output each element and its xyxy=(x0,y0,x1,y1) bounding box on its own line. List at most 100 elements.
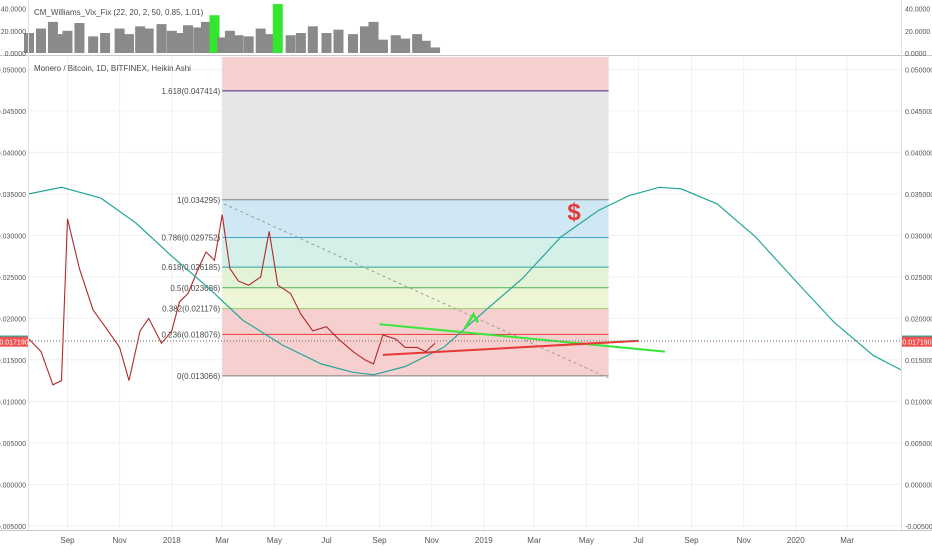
y-tick-label-left: 0.045000 xyxy=(0,109,26,116)
vix-fix-bar xyxy=(272,4,283,54)
vix-fix-bar xyxy=(412,34,423,53)
green-trendline-line xyxy=(379,323,666,353)
x-tick-label: Mar xyxy=(840,536,854,545)
price-label-box-left xyxy=(0,336,28,347)
fib-level-label: 0(0.013066) xyxy=(177,372,220,381)
price-label-left: 0.017190 xyxy=(0,340,29,347)
indicator-tick-right: 0.0000 xyxy=(905,51,927,58)
x-tick-label: Mar xyxy=(215,536,229,545)
vix-fix-bar xyxy=(390,35,401,53)
vix-fix-bar xyxy=(368,21,379,53)
vix-fix-bar xyxy=(295,33,306,53)
x-tick-label: Jul xyxy=(633,536,643,545)
x-tick-label: Nov xyxy=(112,536,126,545)
vix-fix-bar xyxy=(35,28,46,53)
vix-fix-bar xyxy=(156,24,167,53)
fib-level-label: 0.618(0.026185) xyxy=(161,263,220,272)
x-tick-label: Sep xyxy=(372,536,387,545)
indicator-tick-right: 40.0000 xyxy=(905,7,930,14)
indicator-tick-right: 20.0000 xyxy=(905,29,930,36)
y-tick-label-right: 0.045000 xyxy=(905,109,932,116)
x-tick-label: Mar xyxy=(527,536,541,545)
vix-fix-bar xyxy=(100,33,111,53)
y-tick-label-right: -0.005000 xyxy=(905,524,932,531)
indicator-tick-left: 20.0000 xyxy=(1,29,26,36)
fib-level-label: 0.236(0.018076) xyxy=(161,330,220,339)
vix-fix-bar xyxy=(233,35,244,53)
indicator-tick-left: 40.0000 xyxy=(1,7,26,14)
fib-zone xyxy=(222,237,609,268)
x-tick-label: Sep xyxy=(60,536,75,545)
y-tick-label-left: 0.005000 xyxy=(0,441,26,448)
vix-fix-bar xyxy=(200,21,211,53)
axis-labels: 0.050000 0.050000 0.045000 0.045000 0.040000… xyxy=(0,7,932,545)
vix-fix-bar xyxy=(255,28,266,53)
fib-level-label: 0.786(0.029752) xyxy=(161,233,220,242)
vix-fix-bar xyxy=(217,37,228,53)
x-tick-label: 2019 xyxy=(475,536,493,545)
vix-fix-bar xyxy=(307,26,318,53)
vix-fix-bar xyxy=(62,30,73,53)
vix-fix-bar xyxy=(430,47,441,53)
fib-zone xyxy=(222,334,609,376)
vix-fix-bar xyxy=(348,34,359,53)
y-tick-label-right: 0.005000 xyxy=(905,441,932,448)
fib-zone xyxy=(222,267,609,288)
green-arrow-line xyxy=(463,311,479,330)
indicator-tick-left: 0.0000 xyxy=(5,51,27,58)
x-tick-label: May xyxy=(579,536,594,545)
vix-fix-bar xyxy=(224,30,235,53)
vix-fix-bar xyxy=(377,39,388,53)
price-label-box-right xyxy=(902,336,932,347)
price-label-right: 0.017190 xyxy=(902,340,931,347)
x-tick-label: Jul xyxy=(321,536,331,545)
y-tick-label-left: 0.020000 xyxy=(0,316,26,323)
y-tick-label-left: 0.025000 xyxy=(0,275,26,282)
y-tick-label-left: -0.005000 xyxy=(0,524,26,531)
x-tick-label: May xyxy=(267,536,282,545)
fib-zone-top xyxy=(222,57,609,91)
axes xyxy=(0,0,932,531)
vix-fix-bar xyxy=(285,35,296,53)
cycle-wave-line xyxy=(28,186,902,376)
y-tick-label-right: 0.035000 xyxy=(905,192,932,199)
vix-fix-bar xyxy=(420,40,431,53)
vix-fix-bar xyxy=(400,38,411,53)
vix-fix-bar xyxy=(56,34,67,53)
y-tick-label-left: 0.030000 xyxy=(0,233,26,240)
x-tick-label: Sep xyxy=(684,536,699,545)
vix-fix-bar xyxy=(47,21,58,53)
y-tick-label-left: 0.010000 xyxy=(0,399,26,406)
drawing-series xyxy=(28,186,902,386)
vix-fix-bar xyxy=(124,34,135,53)
fib-zone xyxy=(222,90,609,200)
y-tick-label-left: 0.050000 xyxy=(0,67,26,74)
y-tick-label-right: 0.025000 xyxy=(905,275,932,282)
fib-level-label: 1(0.034295) xyxy=(177,196,220,205)
fib-level-label: 1.618(0.047414) xyxy=(161,87,220,96)
vix-fix-bar xyxy=(193,27,204,53)
red-trendline-line xyxy=(382,339,639,356)
fib-zone xyxy=(222,199,609,238)
y-tick-label-right: 0.040000 xyxy=(905,150,932,157)
vix-fix-bar xyxy=(174,33,185,53)
y-tick-label-right: 0.015000 xyxy=(905,358,932,365)
vix-fix-bar xyxy=(114,28,125,53)
vix-fix-bar xyxy=(264,34,275,53)
vix-fix-bar xyxy=(135,26,146,53)
fibonacci-retracement[interactable]: 1.618(0.047414) 1(0.034295) 0.786(0.029752… xyxy=(161,57,609,381)
vix-fix-bar xyxy=(359,26,370,53)
vix-fix-bar xyxy=(321,33,332,53)
indicator-label[interactable]: CM_Williams_Vix_Fix (22, 20, 2, 50, 0.85… xyxy=(34,8,204,17)
dollar-annotation[interactable]: $ xyxy=(567,199,581,226)
chart-title: Monero / Bitcoin, 1D, BITFINEX, Heikin A… xyxy=(34,64,191,73)
vix-fix-bar xyxy=(88,36,99,53)
y-tick-label-left: 0.015000 xyxy=(0,358,26,365)
y-tick-label-left: 0.035000 xyxy=(0,192,26,199)
x-tick-label: Nov xyxy=(737,536,751,545)
vix-fix-bar xyxy=(243,36,254,53)
vix-fix-bar xyxy=(143,28,154,53)
y-tick-label-right: 0.020000 xyxy=(905,316,932,323)
y-tick-label-right: 0.000000 xyxy=(905,482,932,489)
